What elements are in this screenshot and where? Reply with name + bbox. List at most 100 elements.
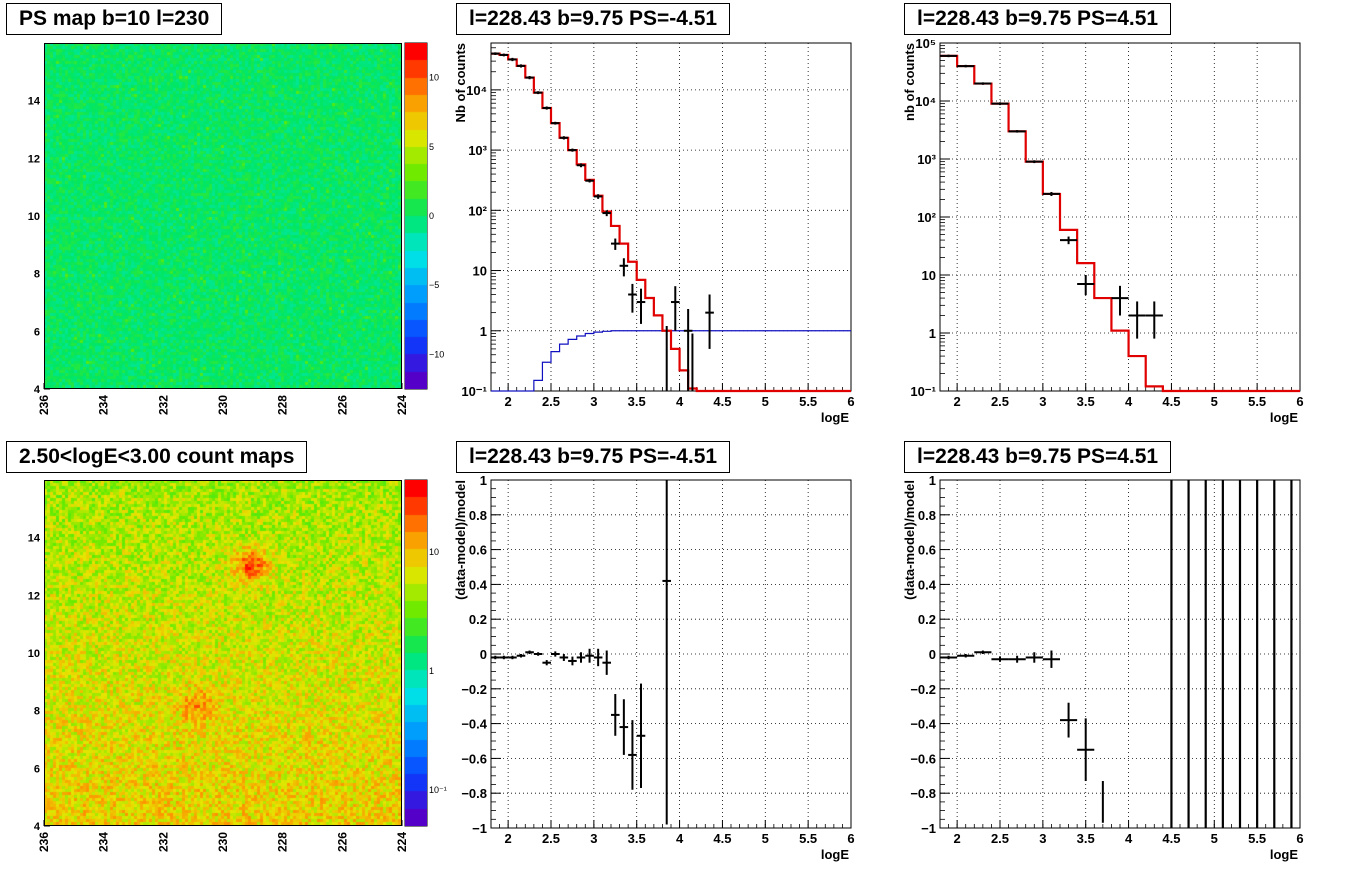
data-point — [1025, 160, 1043, 164]
x-tick-label: 6 — [847, 831, 854, 846]
exposure-curve — [491, 330, 851, 392]
data-point — [1128, 301, 1146, 339]
y-tick-label: −0.8 — [910, 786, 936, 801]
data-point — [611, 238, 620, 250]
data-point — [516, 654, 526, 658]
data-point — [568, 656, 577, 666]
y-tick-label: −0.8 — [461, 786, 487, 801]
data-point — [636, 683, 646, 788]
y-tick-label: 10⁵ — [915, 36, 936, 51]
data-point — [491, 52, 500, 55]
x-tick-label: 5 — [762, 831, 769, 846]
y-tick-label: −0.4 — [910, 717, 936, 732]
y-tick-label: 10 — [922, 268, 936, 283]
data-point — [576, 652, 586, 663]
palette-tick-label: 10⁻¹ — [429, 785, 447, 795]
x-tick-label: 2 — [954, 831, 961, 846]
x-tick-label: 2 — [505, 831, 512, 846]
data-point — [957, 64, 975, 68]
x-tick-label: 5.5 — [1248, 831, 1266, 846]
data-point — [559, 136, 569, 140]
data-point — [551, 651, 560, 657]
map-y-tick-label: 4 — [34, 384, 41, 396]
x-tick-label: 6 — [847, 394, 854, 409]
data-point — [542, 660, 551, 666]
x-axis-title: logE — [821, 847, 849, 862]
map-y-tick-label: 12 — [28, 153, 40, 165]
y-tick-label: 10⁻¹ — [461, 384, 487, 399]
ps-map-heatmap[interactable] — [44, 43, 402, 389]
map-y-tick-label: 12 — [28, 590, 40, 602]
map-y-tick-label: 10 — [28, 211, 40, 223]
y-tick-label: −0.2 — [461, 682, 487, 697]
y-tick-label: 0 — [480, 647, 487, 662]
map-frame — [44, 480, 402, 826]
data-point — [1042, 650, 1060, 668]
x-tick-label: 6 — [1296, 394, 1303, 409]
map-x-tick-label: 230 — [216, 832, 230, 852]
x-tick-label: 5.5 — [1248, 394, 1266, 409]
x-tick-label: 2.5 — [542, 831, 560, 846]
y-tick-label: 10² — [917, 210, 936, 225]
x-tick-label: 5 — [1211, 394, 1218, 409]
palette-tick-label: 10 — [429, 73, 439, 83]
x-tick-label: 4.5 — [713, 831, 731, 846]
x-tick-label: 6 — [1296, 831, 1303, 846]
y-tick-label: 1 — [929, 326, 936, 341]
x-tick-label: 3.5 — [1077, 394, 1095, 409]
map-y-tick-label: 8 — [34, 269, 40, 281]
map-x-tick-label: 228 — [276, 395, 290, 415]
map-y-tick-label: 6 — [34, 763, 40, 775]
data-point — [940, 655, 958, 660]
y-tick-label: 10³ — [917, 152, 936, 167]
data-point — [619, 699, 629, 755]
data-point — [576, 163, 586, 168]
data-point — [991, 102, 1009, 106]
x-tick-label: 5 — [1211, 831, 1218, 846]
x-tick-label: 5.5 — [799, 394, 817, 409]
map-x-tick-label: 226 — [335, 832, 349, 852]
data-point — [1077, 718, 1095, 782]
x-tick-label: 4 — [676, 394, 684, 409]
data-point — [940, 54, 958, 58]
data-point — [611, 694, 620, 736]
y-tick-label: 1 — [480, 473, 487, 488]
data-point — [499, 53, 509, 57]
y-tick-label: −0.2 — [910, 682, 936, 697]
data-point — [1008, 655, 1026, 663]
y-tick-label: −1 — [472, 821, 487, 836]
map-x-tick-label: 236 — [37, 395, 51, 415]
x-tick-label: 4.5 — [1162, 831, 1180, 846]
x-tick-label: 3 — [1039, 394, 1046, 409]
data-point — [499, 655, 509, 660]
y-tick-label: −0.6 — [461, 751, 487, 766]
y-tick-label: 1 — [480, 324, 487, 339]
residual-right-title: l=228.43 b=9.75 PS=4.51 — [904, 441, 1172, 473]
residual-left-title: l=228.43 b=9.75 PS=-4.51 — [456, 441, 731, 473]
data-point — [1042, 191, 1060, 197]
x-tick-label: 3.5 — [628, 831, 646, 846]
x-tick-label: 4.5 — [1162, 394, 1180, 409]
data-point — [542, 106, 551, 110]
data-point — [559, 654, 569, 661]
count-map-heatmap[interactable] — [44, 480, 402, 826]
data-point — [1077, 275, 1095, 296]
x-tick-label: 3 — [590, 394, 597, 409]
palette-tick-label: −5 — [429, 280, 439, 290]
x-tick-label: 5.5 — [799, 831, 817, 846]
y-axis-title: nb of counts — [902, 43, 917, 121]
x-tick-label: 3.5 — [1077, 831, 1095, 846]
y-tick-label: 10³ — [468, 143, 487, 158]
y-axis-title: (data-model)/model — [902, 480, 917, 600]
data-point — [1145, 301, 1163, 339]
y-tick-label: 0.6 — [918, 543, 936, 558]
data-point — [551, 121, 560, 125]
y-tick-label: 0.8 — [469, 508, 487, 523]
data-point — [1008, 130, 1026, 133]
x-axis-title: logE — [1270, 410, 1298, 425]
y-tick-label: 0.4 — [469, 577, 488, 592]
y-tick-label: 0.2 — [918, 612, 936, 627]
map-y-tick-label: 14 — [28, 533, 41, 545]
data-point — [662, 480, 671, 825]
x-tick-label: 4 — [676, 831, 684, 846]
